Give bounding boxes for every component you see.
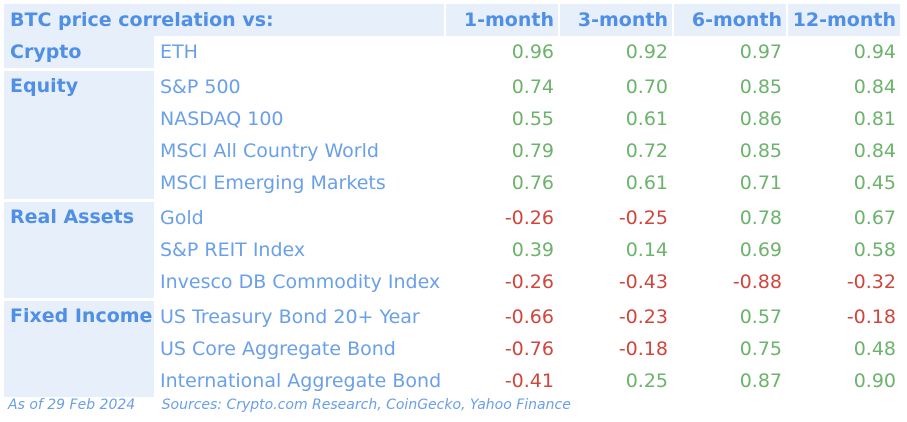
footer: As of 29 Feb 2024 Sources: Crypto.com Re… [8,397,571,413]
correlation-value: -0.26 [444,199,558,234]
column-header-6-month: 6-month [672,4,786,36]
correlation-value: 0.14 [625,239,668,261]
correlation-value: -0.43 [618,271,668,293]
table-title: BTC price correlation vs: [4,4,444,36]
correlation-value: -0.18 [786,298,900,333]
correlation-value: 0.58 [853,239,896,261]
table-row: MSCI All Country World 0.79 0.72 0.85 0.84 [4,135,900,167]
correlation-value: 0.48 [853,338,896,360]
correlation-value: 0.71 [739,172,782,194]
correlation-value: -0.32 [846,271,896,293]
correlation-value: 0.67 [786,199,900,234]
correlation-value: 0.61 [625,108,668,130]
correlation-value: 0.45 [853,172,896,194]
correlation-value: 0.94 [853,41,896,63]
correlation-value: 0.25 [625,370,668,392]
asset-name: MSCI All Country World [160,140,379,162]
correlation-value: -0.41 [504,370,554,392]
correlation-value: 0.96 [511,41,554,63]
category-label: Crypto [4,36,154,68]
category-label: Real Assets [4,199,154,298]
column-header-3-month: 3-month [558,4,672,36]
table-row: International Aggregate Bond -0.41 0.25 0.8… [4,365,900,397]
correlation-value: 0.85 [672,68,786,103]
correlation-value: 0.69 [739,239,782,261]
footer-date: As of 29 Feb 2024 [8,397,136,413]
asset-name: S&P 500 [154,68,444,103]
table-row: US Core Aggregate Bond -0.76 -0.18 0.75 0.48 [4,333,900,365]
asset-name: MSCI Emerging Markets [160,172,386,194]
category-label: Equity [4,68,154,199]
asset-name: International Aggregate Bond [160,370,442,392]
table-row: Real Assets Gold -0.26 -0.25 0.78 0.67 [4,199,900,298]
table-row: MSCI Emerging Markets 0.76 0.61 0.71 0.45 [4,167,900,199]
correlation-value: 0.74 [444,68,558,103]
correlation-value: -0.18 [618,338,668,360]
category-label: Fixed Income [4,298,154,397]
correlation-value: 0.92 [625,41,668,63]
table-row: Invesco DB Commodity Index -0.26 -0.43 -0.8… [4,266,900,298]
table-row: Fixed Income US Treasury Bond 20+ Year -0.… [4,298,900,397]
correlation-value: 0.72 [625,140,668,162]
asset-name: ETH [160,41,198,63]
correlation-value: -0.76 [504,338,554,360]
correlation-value: -0.23 [558,298,672,333]
correlation-value: 0.79 [511,140,554,162]
asset-name: NASDAQ 100 [160,108,284,130]
asset-name: S&P REIT Index [160,239,306,261]
correlation-value: 0.86 [739,108,782,130]
correlation-value: 0.97 [739,41,782,63]
table-row: NASDAQ 100 0.55 0.61 0.86 0.81 [4,103,900,135]
correlation-value: -0.26 [504,271,554,293]
column-header-12-month: 12-month [786,4,900,36]
correlation-table: BTC price correlation vs: 1-month 3-mont… [4,4,900,397]
correlation-value: 0.84 [853,140,896,162]
table-row: S&P REIT Index 0.39 0.14 0.69 0.58 [4,234,900,266]
asset-name: Gold [154,199,444,234]
correlation-value: 0.75 [739,338,782,360]
correlation-value: 0.84 [786,68,900,103]
correlation-value: -0.88 [732,271,782,293]
table-body: Crypto ETH 0.96 0.92 0.97 0.94 Equity S&P 500 0.… [4,36,900,397]
asset-name: US Treasury Bond 20+ Year [154,298,444,333]
correlation-value: -0.66 [444,298,558,333]
correlation-value: 0.76 [511,172,554,194]
column-header-1-month: 1-month [444,4,558,36]
asset-name: US Core Aggregate Bond [160,338,396,360]
correlation-value: -0.25 [558,199,672,234]
correlation-value: 0.90 [853,370,896,392]
correlation-value: 0.85 [739,140,782,162]
correlation-value: 0.81 [853,108,896,130]
table-row: Crypto ETH 0.96 0.92 0.97 0.94 [4,36,900,68]
correlation-value: 0.55 [511,108,554,130]
correlation-value: 0.70 [558,68,672,103]
header-row: BTC price correlation vs: 1-month 3-mont… [4,4,900,36]
correlation-value: 0.78 [672,199,786,234]
asset-name: Invesco DB Commodity Index [160,271,441,293]
table-row: Equity S&P 500 0.74 0.70 0.85 0.84 [4,68,900,199]
correlation-value: 0.87 [739,370,782,392]
correlation-value: 0.57 [672,298,786,333]
footer-sources: Sources: Crypto.com Research, CoinGecko,… [161,397,571,413]
correlation-value: 0.39 [511,239,554,261]
correlation-value: 0.61 [625,172,668,194]
